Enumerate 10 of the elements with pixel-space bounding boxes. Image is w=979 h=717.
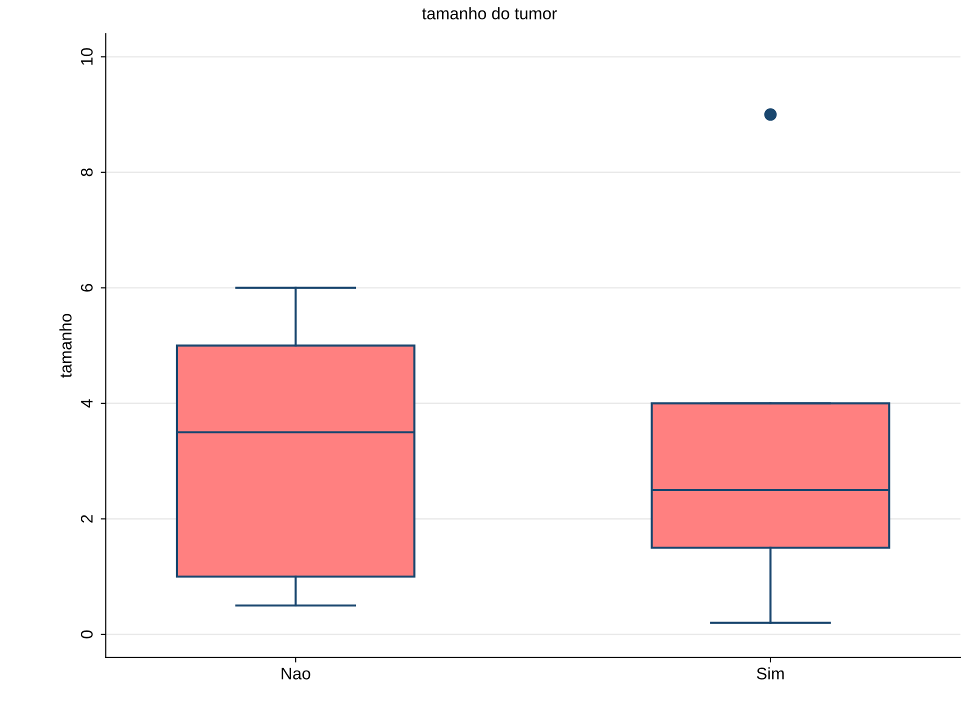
y-axis-title: tamanho <box>59 314 72 378</box>
x-tick-label: Nao <box>282 668 310 680</box>
y-tick-label: 6 <box>80 284 93 292</box>
y-tick-label: 4 <box>81 399 93 408</box>
y-tick-label: 8 <box>80 168 93 176</box>
chart-title: tamanho do tumor <box>422 7 557 20</box>
x-tick-label: Sim <box>756 667 784 680</box>
y-tick-label: 10 <box>80 48 93 65</box>
y-tick-label: 0 <box>80 630 93 638</box>
y-tick-label: 2 <box>80 515 93 523</box>
